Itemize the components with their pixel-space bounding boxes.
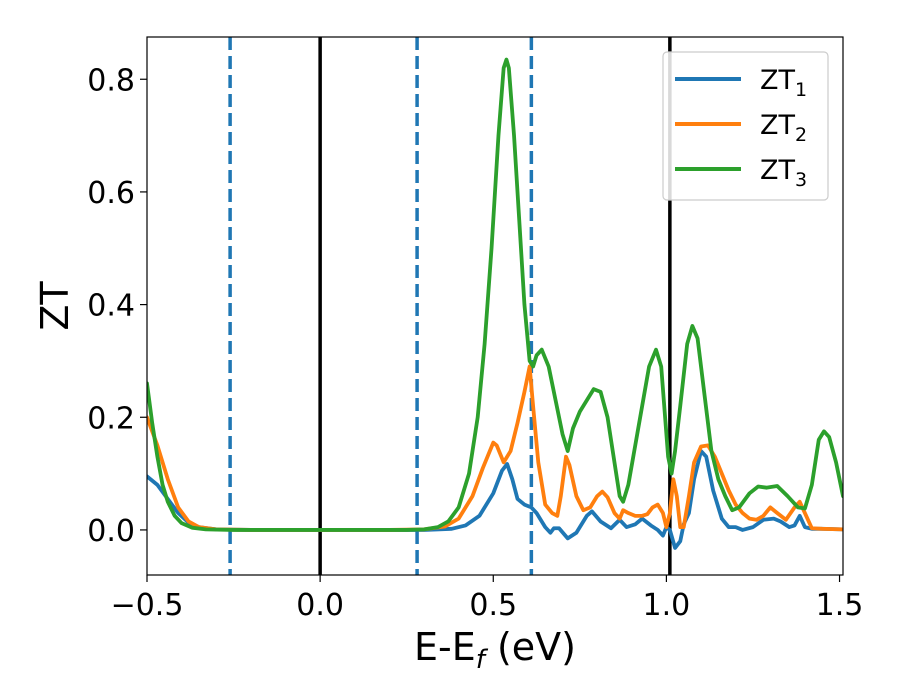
x-tick-label: 1.5 — [816, 588, 864, 623]
plot-frame — [146, 36, 844, 576]
y-ticks-layer: 0.0 0.2 0.4 0.6 0.8 — [87, 63, 147, 549]
y-tick-label: 0.6 — [87, 176, 135, 211]
legend-label-sub: 3 — [795, 169, 807, 191]
series-layer — [147, 57, 843, 550]
y-axis-title: ZT — [33, 281, 77, 331]
y-tick-label: 0.4 — [87, 289, 135, 324]
x-tick-label: 1.0 — [643, 588, 691, 623]
legend-label-sub: 1 — [795, 79, 807, 101]
legend-label-main: ZT — [760, 155, 795, 186]
legend-label-zt3: ZT3 — [760, 155, 807, 191]
x-ticks-layer: −0.5 0.0 0.5 1.0 1.5 — [111, 575, 864, 623]
legend-label-sub: 2 — [795, 124, 807, 146]
series-line-zt3 — [147, 57, 843, 532]
x-tick-label: 0.0 — [296, 588, 344, 623]
legend-label-zt2: ZT2 — [760, 110, 807, 146]
legend-label-main: ZT — [760, 110, 795, 141]
legend-label-main: ZT — [760, 65, 795, 96]
x-axis-title: E-Ef (eV) — [414, 625, 576, 675]
y-tick-label: 0.0 — [87, 514, 135, 549]
series-line-zt2 — [147, 364, 843, 532]
legend-box — [662, 51, 829, 201]
x-tick-label: 0.5 — [469, 588, 517, 623]
y-tick-label: 0.8 — [87, 63, 135, 98]
series-line-zt1 — [147, 449, 843, 550]
x-tick-label: −0.5 — [111, 588, 184, 623]
y-tick-label: 0.2 — [87, 401, 135, 436]
x-axis-title-unit: (eV) — [485, 625, 576, 669]
x-axis-title-main: E-E — [414, 625, 476, 669]
legend-label-zt1: ZT1 — [760, 65, 807, 101]
